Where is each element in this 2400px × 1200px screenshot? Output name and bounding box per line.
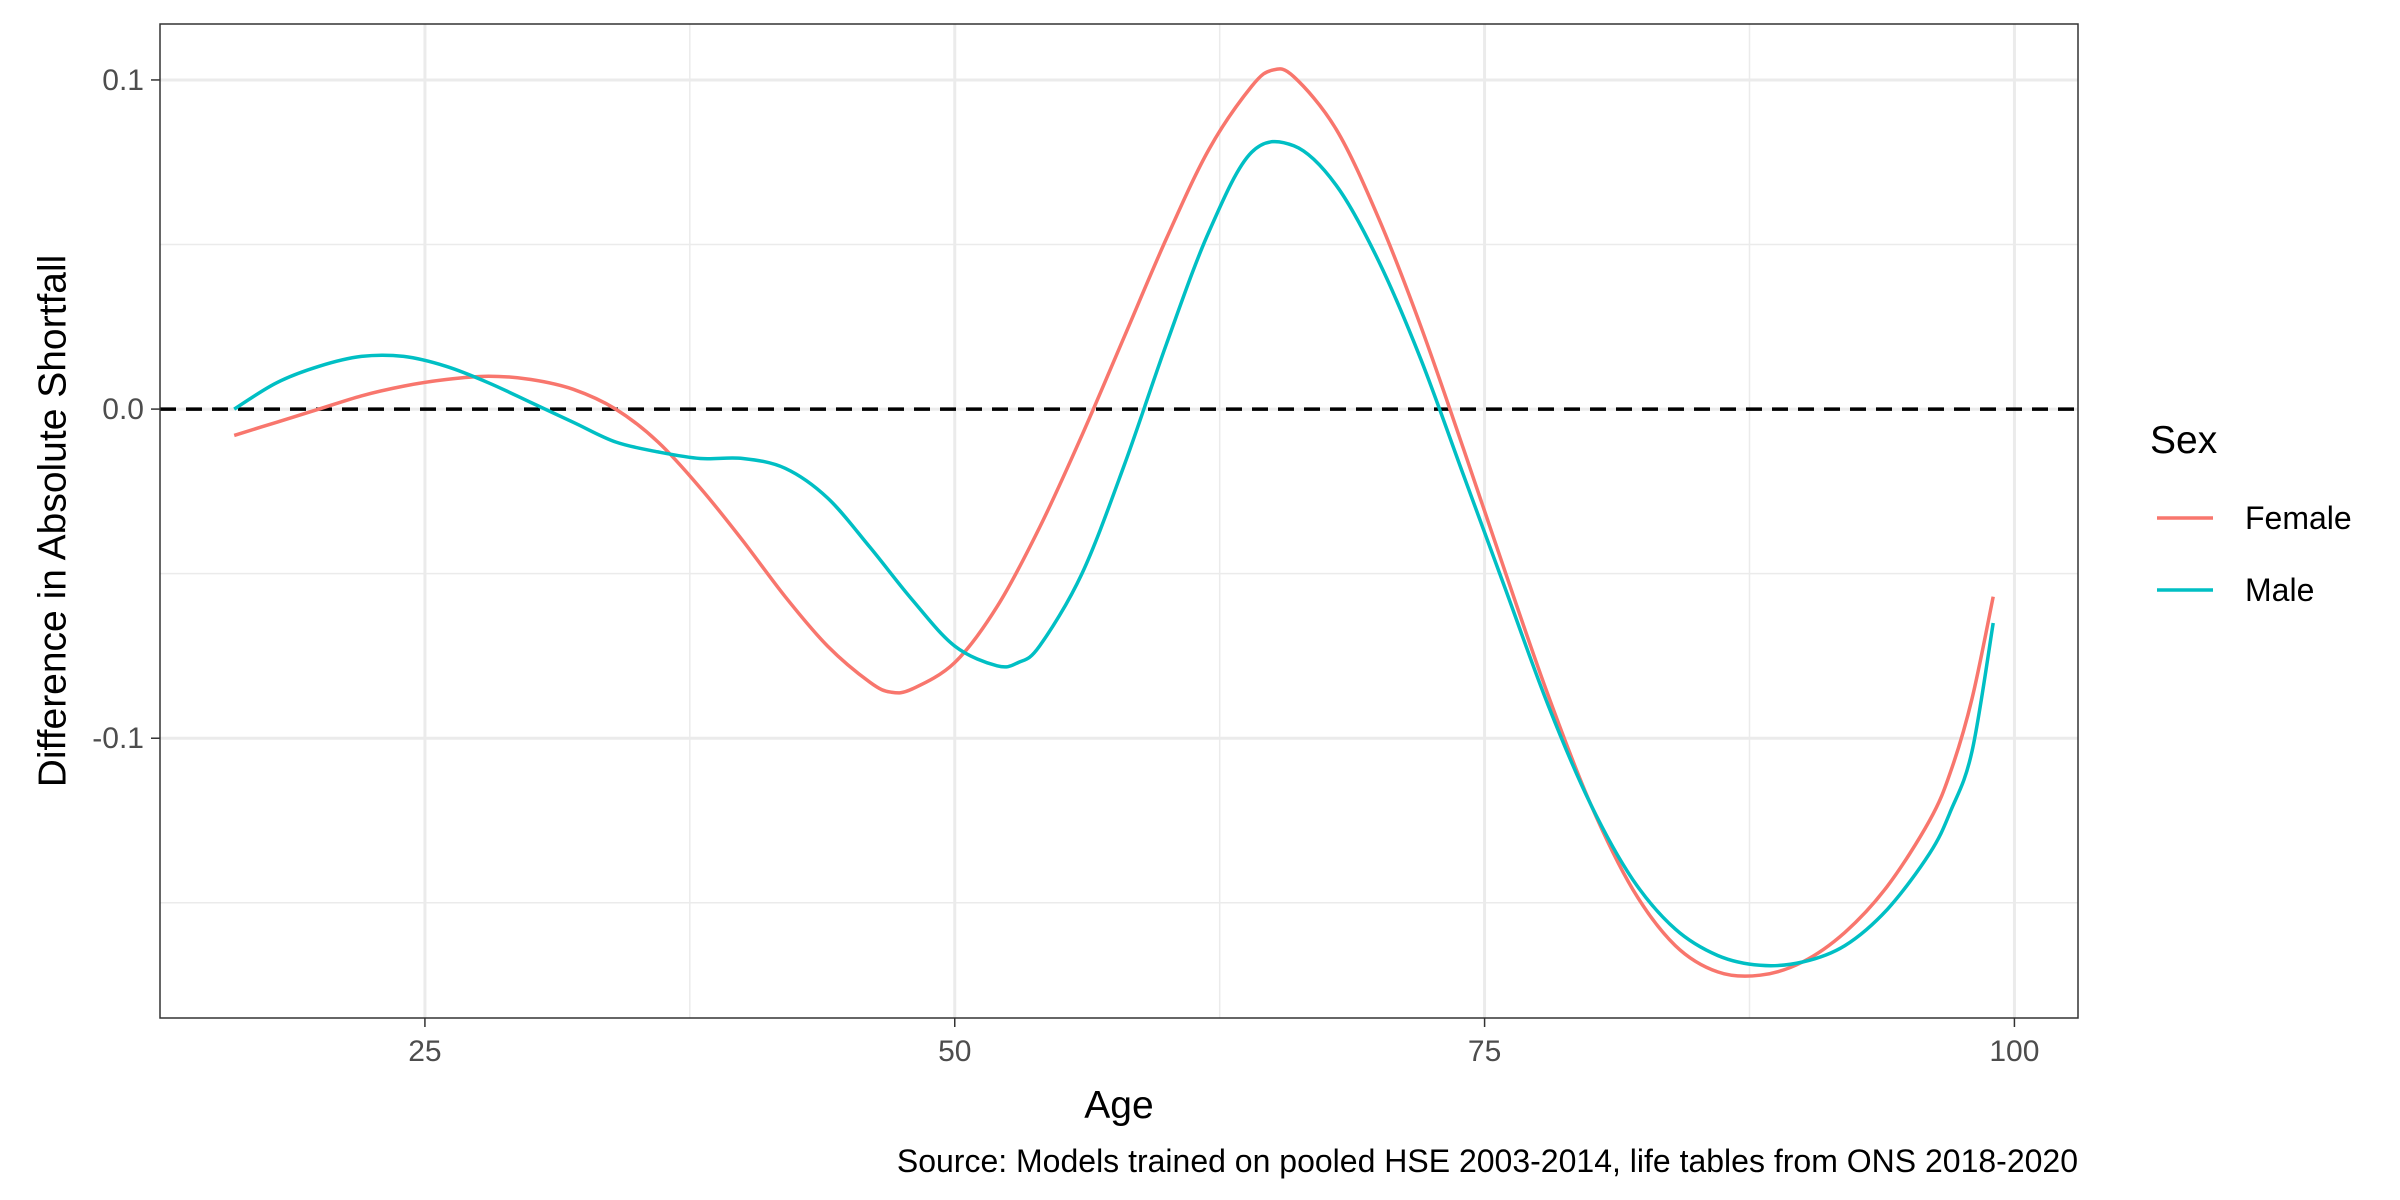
x-tick-label: 100 <box>1989 1035 2039 1068</box>
series-line-male <box>233 139 1995 968</box>
x-tick-label: 25 <box>408 1035 441 1068</box>
x-tick-label: 75 <box>1468 1035 1501 1068</box>
grid-lines <box>160 24 2078 1018</box>
chart-caption: Source: Models trained on pooled HSE 200… <box>897 1143 2078 1179</box>
plot-background <box>160 24 2078 1018</box>
legend-items: Female Male <box>2157 500 2352 608</box>
series-lines <box>233 67 1995 978</box>
legend-label-male: Male <box>2245 572 2314 608</box>
legend-label-female: Female <box>2245 500 2352 536</box>
x-tick-label: 50 <box>938 1035 971 1068</box>
y-axis-title: Difference in Absolute Shortfall <box>32 255 75 788</box>
x-axis-title: Age <box>1084 1084 1153 1127</box>
y-tick-label: 0.0 <box>102 393 144 426</box>
legend: Sex Female Male <box>2150 419 2352 608</box>
y-tick-label: -0.1 <box>92 722 144 755</box>
axis-ticks: 25 50 75 100 -0.1 0.0 0.1 <box>92 64 2039 1068</box>
series-line-female <box>233 67 1995 978</box>
legend-title: Sex <box>2150 419 2218 462</box>
y-tick-label: 0.1 <box>102 64 144 97</box>
plot-border <box>159 23 2079 1019</box>
